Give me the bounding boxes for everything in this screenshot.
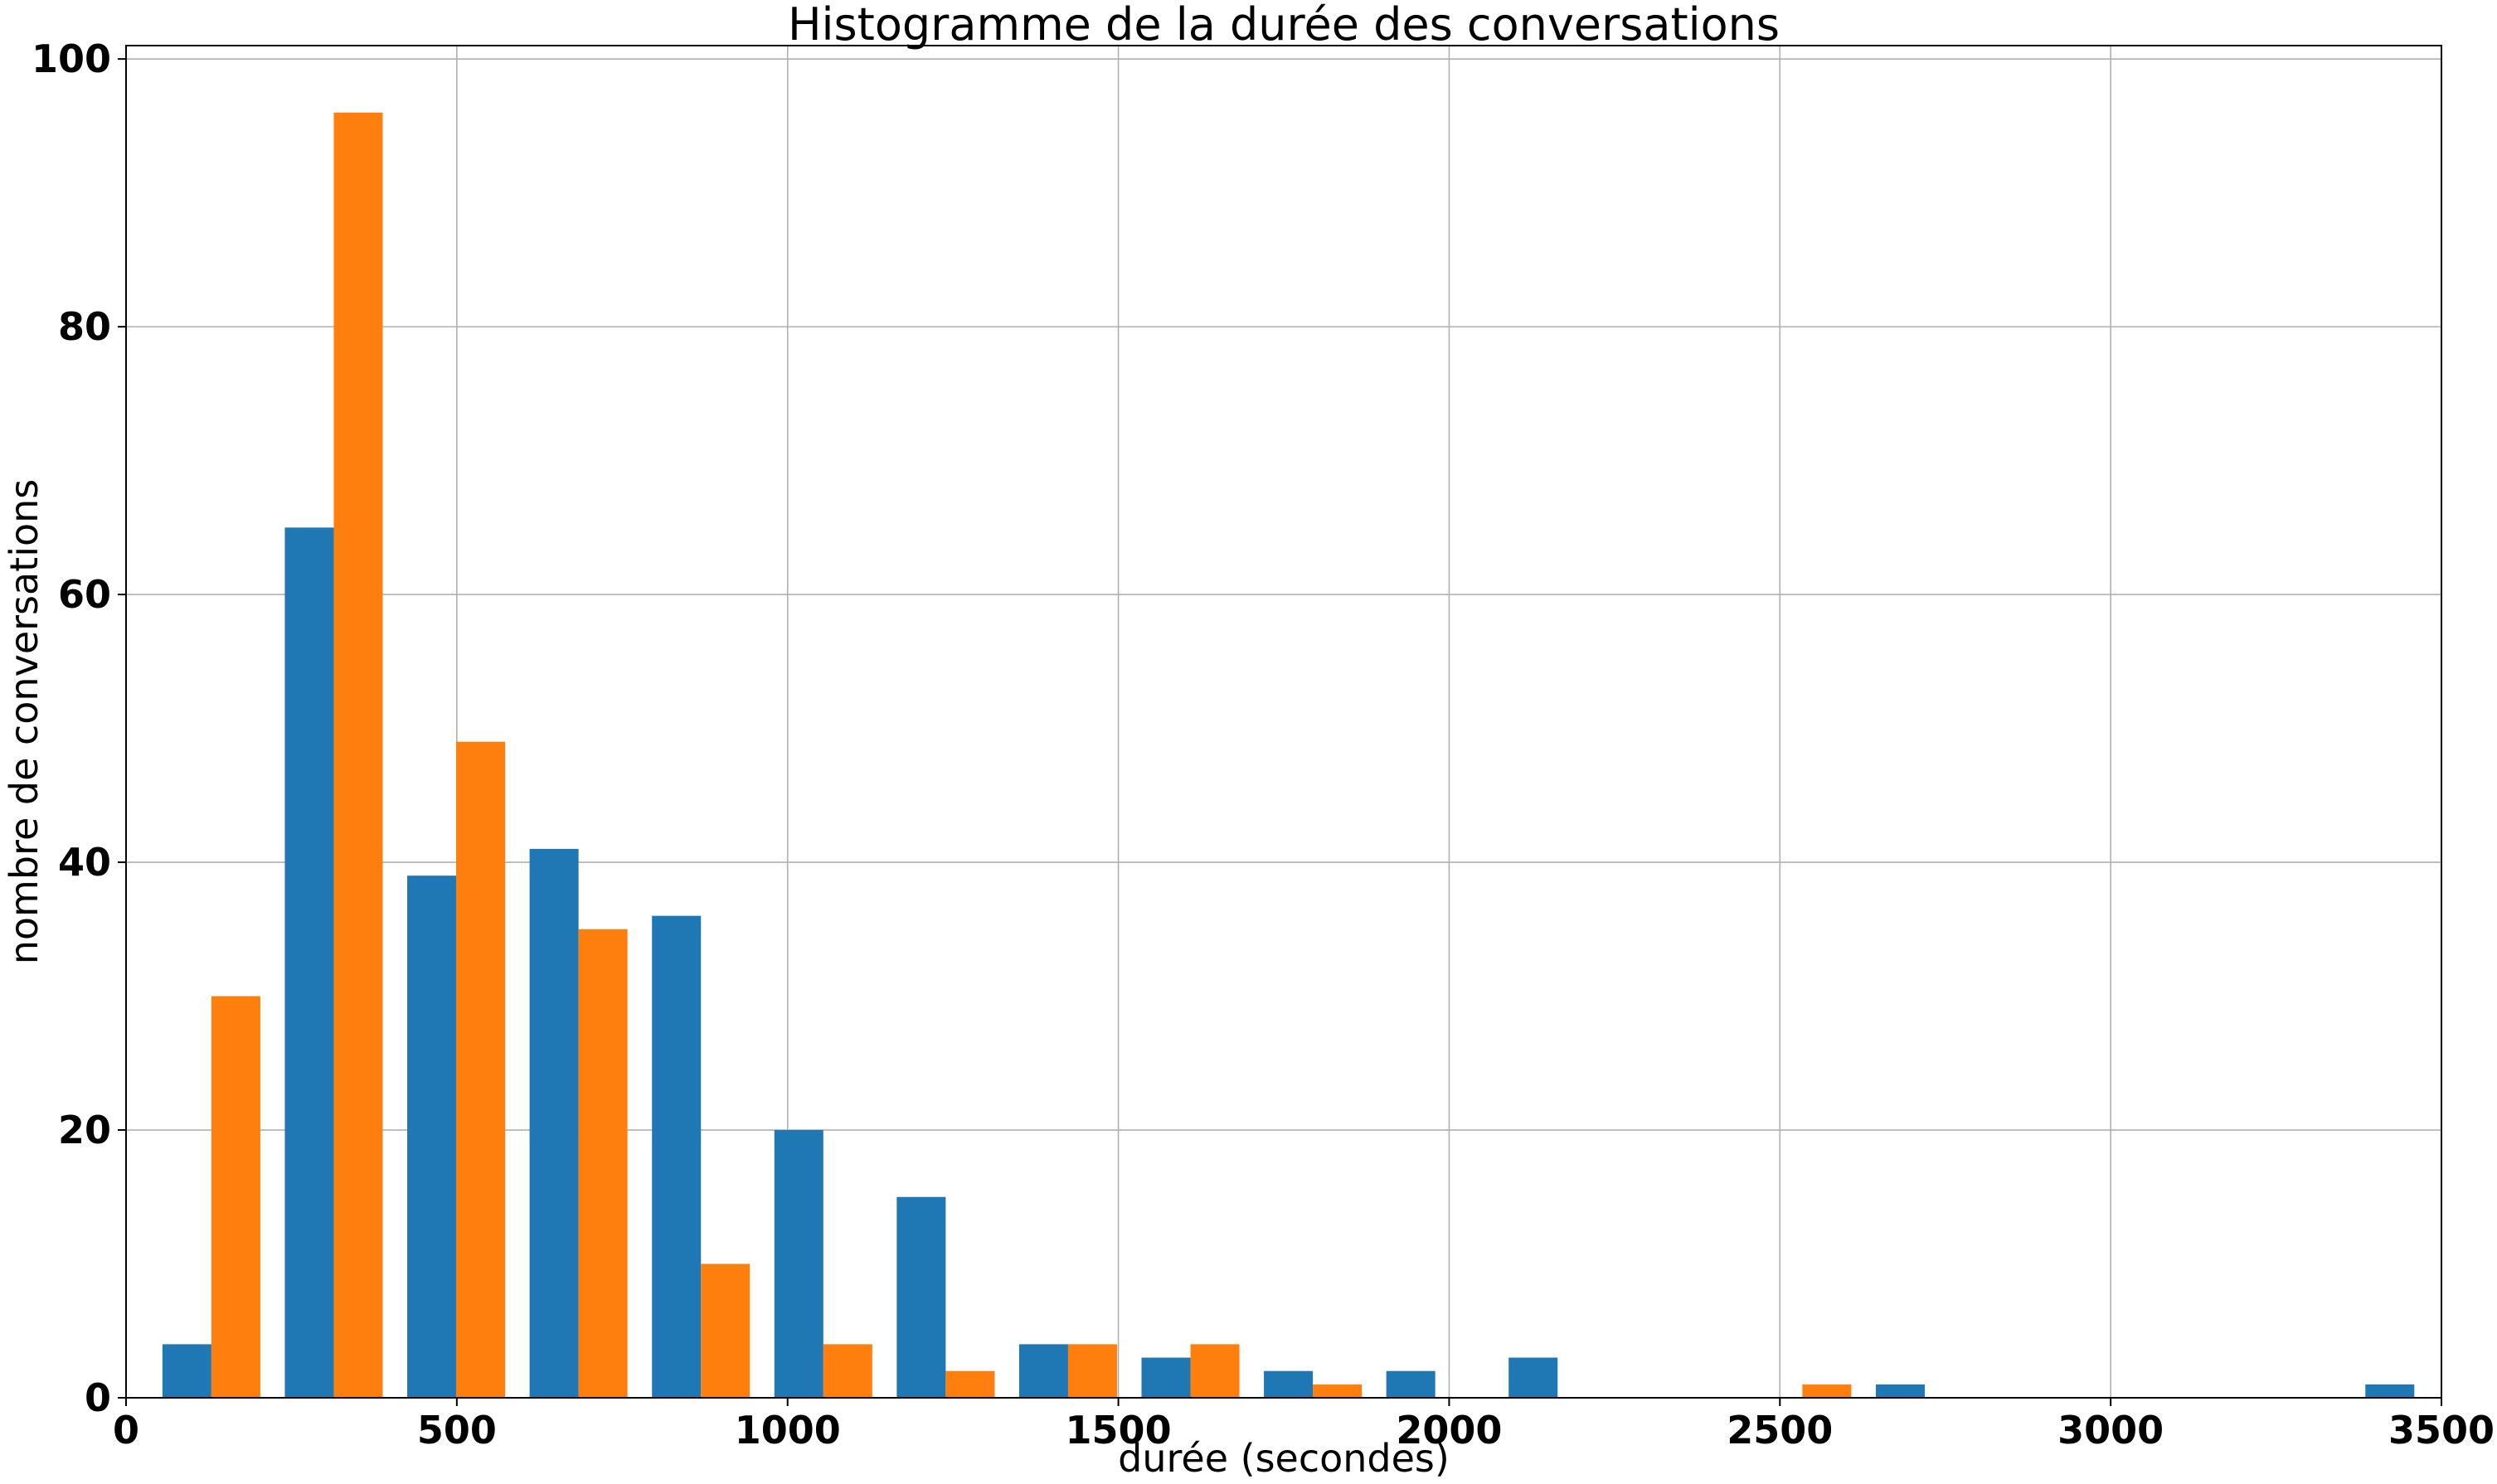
y-tick-label: 80 [58,304,111,349]
x-tick-label: 2500 [1727,1408,1833,1452]
bar-series-1 [774,1130,823,1398]
y-tick-label: 20 [58,1108,111,1152]
bar-series-1 [896,1196,946,1398]
bar-series-2 [211,996,260,1398]
bar-series-2 [578,929,628,1398]
y-axis-label: nombre de conversations [2,479,46,965]
bar-series-2 [1802,1384,1852,1398]
ticks: 0 500 1000 1500 2000 2500 3000 3500 0 20 40 60 80 100 [32,36,2495,1452]
x-tick-label: 1000 [735,1408,841,1452]
y-tick-label: 0 [85,1375,111,1420]
bar-series-2 [823,1344,872,1398]
bar-series-1 [407,875,457,1398]
bar-series-1 [1875,1384,1925,1398]
bar-series-2 [1313,1384,1363,1398]
bar-series-1 [1018,1344,1068,1398]
x-tick-label: 500 [417,1408,497,1452]
y-tick-label: 100 [32,36,111,81]
plot-frame [125,45,2442,1399]
bar-series-1 [162,1344,211,1398]
grid [125,46,2442,1399]
x-tick-label: 3000 [2057,1408,2164,1452]
bar-series-1 [529,848,579,1398]
bar-series-2 [1067,1344,1117,1398]
bar-series-1 [2365,1384,2415,1398]
x-tick-label: 2000 [1396,1408,1502,1452]
bar-series-1 [1264,1370,1314,1398]
x-axis-label: durée (secondes) [1118,1436,1450,1481]
x-tick-label: 0 [113,1408,139,1452]
bar-series-2 [456,741,506,1398]
bars [162,112,2415,1399]
bar-series-2 [701,1263,751,1398]
bar-series-1 [652,915,702,1398]
x-tick-label: 3500 [2388,1408,2495,1452]
bar-series-1 [1141,1357,1191,1398]
bar-series-2 [333,112,383,1399]
x-tick-label: 1500 [1066,1408,1172,1452]
y-tick-label: 60 [58,572,111,617]
chart-title: Histogramme de la durée des conversation… [788,0,1780,51]
bar-series-2 [945,1370,995,1398]
bar-series-1 [284,527,334,1398]
bar-series-1 [1508,1357,1558,1398]
y-tick-label: 40 [58,840,111,885]
bar-series-1 [1386,1370,1436,1398]
bar-series-2 [1190,1344,1240,1398]
